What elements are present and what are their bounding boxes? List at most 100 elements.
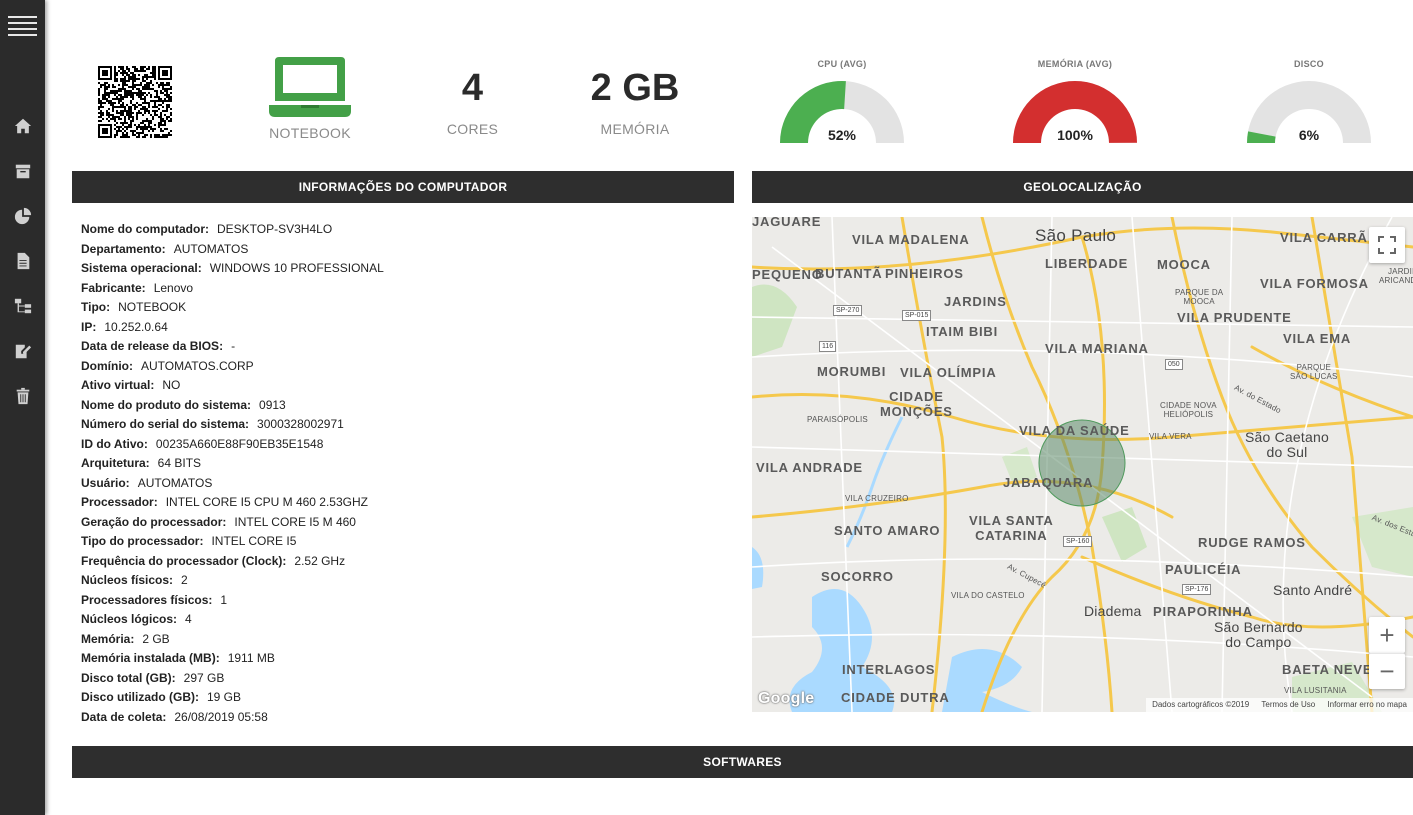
computer-info-list: Nome do computador: DESKTOP-SV3H4LO Depart… bbox=[81, 220, 384, 727]
map-label: JARDIM ARICANDUV bbox=[1379, 267, 1413, 285]
menu-icon[interactable] bbox=[8, 16, 37, 36]
info-row: Nome do produto do sistema: 0913 bbox=[81, 396, 384, 416]
info-value: - bbox=[231, 339, 236, 353]
hierarchy-icon[interactable] bbox=[12, 295, 33, 316]
map-label: VILA MARIANA bbox=[1045, 341, 1149, 356]
zoom-out-button[interactable]: − bbox=[1369, 653, 1405, 689]
edit-document-icon[interactable] bbox=[12, 340, 33, 361]
info-key: Domínio: bbox=[81, 358, 133, 373]
laptop-icon bbox=[269, 57, 351, 117]
disk-gauge-title: DISCO bbox=[1293, 59, 1324, 69]
info-value: 297 GB bbox=[183, 670, 225, 685]
archive-icon[interactable] bbox=[12, 160, 33, 181]
info-row: Tipo: NOTEBOOK bbox=[81, 298, 384, 318]
info-value: 2 GB bbox=[142, 631, 170, 646]
map-label: RUDGE RAMOS bbox=[1198, 535, 1306, 550]
info-key: Memória instalada (MB): bbox=[81, 651, 220, 665]
info-key: Núcleos físicos: bbox=[81, 573, 174, 587]
map-label: São Caetano do Sul bbox=[1245, 429, 1329, 460]
softwares-section-header[interactable]: SOFTWARES bbox=[72, 746, 1413, 778]
map-label: MOOCA bbox=[1157, 257, 1211, 272]
map-label: VILA FORMOSA bbox=[1260, 276, 1369, 291]
device-type-stat: NOTEBOOK bbox=[255, 55, 365, 141]
map-label: VILA VERA bbox=[1149, 432, 1192, 441]
document-icon[interactable] bbox=[12, 250, 33, 271]
map-label: VILA MADALENA bbox=[852, 232, 970, 247]
info-value: INTEL CORE I5 bbox=[211, 534, 297, 548]
info-key: Tipo: bbox=[81, 300, 111, 314]
info-key: Fabricante: bbox=[81, 280, 146, 295]
road-shield: SP-176 bbox=[1182, 584, 1212, 595]
road-shield: SP-160 bbox=[1063, 536, 1093, 547]
info-key: Departamento: bbox=[81, 241, 166, 256]
trash-icon[interactable] bbox=[12, 385, 33, 406]
memory-gauge: MEMÓRIA (AVG) 100% bbox=[1010, 59, 1140, 145]
info-row: Memória: 2 GB bbox=[81, 630, 384, 650]
info-value: AUTOMATOS bbox=[173, 241, 249, 256]
cores-value: 4 bbox=[461, 67, 484, 109]
info-row: Domínio: AUTOMATOS.CORP bbox=[81, 357, 384, 377]
qr-code bbox=[98, 66, 172, 138]
map-label: SOCORRO bbox=[821, 569, 894, 584]
info-row: Geração do processador: INTEL CORE I5 M 4… bbox=[81, 513, 384, 533]
map-label: ITAIM BIBI bbox=[926, 324, 999, 339]
info-key: Data de release da BIOS: bbox=[81, 339, 224, 353]
fullscreen-button[interactable] bbox=[1369, 227, 1405, 263]
pie-chart-icon[interactable] bbox=[12, 205, 33, 226]
info-key: ID do Ativo: bbox=[81, 436, 148, 451]
info-value: DESKTOP-SV3H4LO bbox=[217, 222, 333, 236]
road-shield: 050 bbox=[1165, 359, 1183, 370]
info-key: Memória: bbox=[81, 631, 135, 646]
info-value: 2.52 GHz bbox=[294, 553, 346, 568]
info-value: 10.252.0.64 bbox=[104, 319, 168, 334]
info-key: Ativo virtual: bbox=[81, 378, 155, 392]
info-row: ID do Ativo: 00235A660E88F90EB35E1548 bbox=[81, 435, 384, 455]
map-label: VILA CARRÃ bbox=[1280, 230, 1368, 245]
info-row: Frequência do processador (Clock): 2.52 G… bbox=[81, 552, 384, 572]
cores-stat: 4 CORES bbox=[430, 67, 515, 137]
map-label: São Paulo bbox=[1035, 226, 1117, 245]
info-value: 19 GB bbox=[207, 690, 242, 704]
info-value: 1911 MB bbox=[227, 651, 275, 665]
report-error-link[interactable]: Informar erro no mapa bbox=[1327, 700, 1407, 709]
gauge-fill bbox=[1013, 81, 1137, 143]
info-value: WINDOWS 10 PROFESSIONAL bbox=[209, 261, 384, 275]
map-label: JARDINS bbox=[944, 294, 1007, 309]
geolocation-map[interactable]: JAGUARE São Paulo VILA MADALENA VILA CAR… bbox=[752, 217, 1413, 712]
cores-label: CORES bbox=[446, 121, 499, 137]
map-label: VILA EMA bbox=[1283, 331, 1352, 346]
home-icon[interactable] bbox=[12, 115, 33, 136]
info-value: 1 bbox=[220, 592, 228, 607]
gauge-track bbox=[1247, 81, 1371, 143]
info-key: Usuário: bbox=[81, 475, 130, 490]
info-value: 4 bbox=[185, 612, 192, 626]
info-row: Arquitetura: 64 BITS bbox=[81, 454, 384, 474]
map-label: SANTO AMARO bbox=[834, 523, 941, 538]
info-key: Data de coleta: bbox=[81, 709, 167, 724]
memory-label: MEMÓRIA bbox=[600, 121, 670, 137]
info-row: Processadores físicos: 1 bbox=[81, 591, 384, 611]
map-label: Santo André bbox=[1273, 582, 1353, 598]
map-label: VILA CRUZEIRO bbox=[845, 494, 909, 503]
info-value: 3000328002971 bbox=[257, 417, 344, 431]
geo-section-header: GEOLOCALIZAÇÃO bbox=[752, 171, 1413, 203]
sidebar bbox=[0, 0, 45, 815]
info-value: AUTOMATOS.CORP bbox=[141, 358, 254, 373]
info-value: NOTEBOOK bbox=[118, 300, 187, 314]
gauge-fill bbox=[1247, 131, 1276, 143]
zoom-in-button[interactable]: + bbox=[1369, 617, 1405, 653]
info-section-header: INFORMAÇÕES DO COMPUTADOR bbox=[72, 171, 734, 203]
info-key: Disco total (GB): bbox=[81, 670, 176, 685]
info-key: Sistema operacional: bbox=[81, 261, 202, 275]
info-row: Usuário: AUTOMATOS bbox=[81, 474, 384, 494]
map-label: São Bernardo do Campo bbox=[1214, 619, 1303, 650]
gauge-value: 6% bbox=[1299, 127, 1320, 143]
location-marker bbox=[1038, 419, 1126, 507]
info-value: Lenovo bbox=[153, 280, 194, 295]
google-logo[interactable]: Google bbox=[758, 690, 815, 707]
road-shield: SP-015 bbox=[902, 310, 932, 321]
info-value: NO bbox=[162, 378, 181, 392]
road-shield: 116 bbox=[819, 341, 837, 352]
map-label: CIDADE DUTRA bbox=[841, 690, 950, 705]
terms-link[interactable]: Termos de Uso bbox=[1261, 700, 1316, 709]
